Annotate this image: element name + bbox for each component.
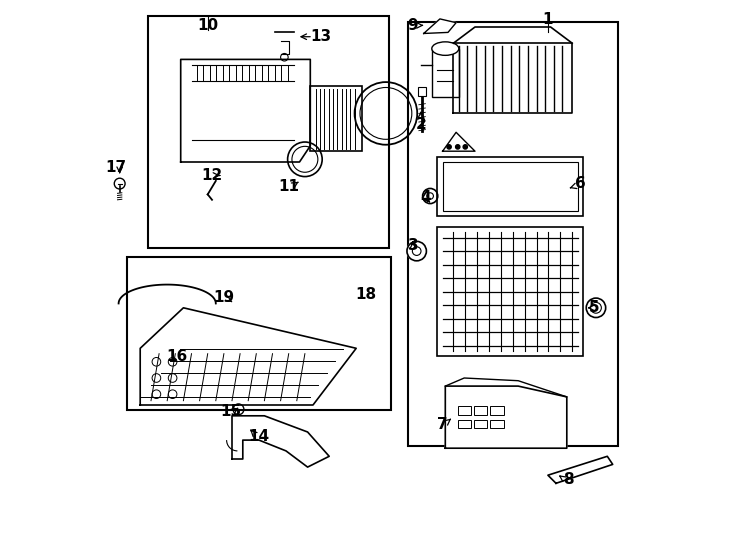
Text: 9: 9 bbox=[407, 18, 418, 33]
Polygon shape bbox=[181, 59, 310, 162]
Bar bbox=[490, 406, 504, 415]
Ellipse shape bbox=[432, 42, 459, 56]
Bar bbox=[148, 16, 388, 248]
Circle shape bbox=[463, 145, 468, 149]
Text: 5: 5 bbox=[589, 300, 599, 315]
Text: 13: 13 bbox=[310, 29, 332, 44]
Bar bbox=[474, 420, 487, 428]
Bar bbox=[443, 162, 578, 211]
Polygon shape bbox=[446, 386, 567, 448]
Text: 11: 11 bbox=[279, 179, 299, 194]
Text: 2: 2 bbox=[415, 117, 426, 132]
Bar bbox=[458, 406, 471, 415]
Bar bbox=[437, 157, 583, 216]
Text: 7: 7 bbox=[437, 417, 448, 432]
Text: 12: 12 bbox=[201, 168, 222, 183]
Circle shape bbox=[447, 145, 451, 149]
Text: 6: 6 bbox=[575, 176, 586, 191]
Bar bbox=[310, 86, 362, 151]
Polygon shape bbox=[548, 456, 613, 483]
Wedge shape bbox=[407, 241, 426, 261]
Polygon shape bbox=[454, 43, 573, 113]
Circle shape bbox=[456, 145, 460, 149]
Polygon shape bbox=[232, 416, 330, 467]
Text: 8: 8 bbox=[563, 472, 574, 487]
Text: 18: 18 bbox=[355, 287, 377, 302]
Polygon shape bbox=[140, 308, 356, 405]
Bar bbox=[418, 87, 426, 96]
Bar bbox=[437, 227, 583, 356]
Text: 1: 1 bbox=[542, 12, 553, 28]
Text: 15: 15 bbox=[220, 404, 241, 419]
Text: 14: 14 bbox=[248, 429, 269, 444]
Text: 19: 19 bbox=[214, 289, 234, 305]
Text: 4: 4 bbox=[420, 190, 431, 205]
Bar bbox=[474, 406, 487, 415]
Text: 3: 3 bbox=[407, 238, 418, 253]
Bar bbox=[127, 256, 391, 410]
Text: 16: 16 bbox=[167, 349, 188, 364]
Text: 17: 17 bbox=[106, 160, 126, 175]
Polygon shape bbox=[424, 19, 456, 33]
Text: 10: 10 bbox=[197, 18, 218, 33]
Bar bbox=[407, 22, 618, 446]
Bar bbox=[458, 420, 471, 428]
Bar bbox=[490, 420, 504, 428]
Bar bbox=[432, 49, 459, 97]
Polygon shape bbox=[443, 132, 475, 151]
